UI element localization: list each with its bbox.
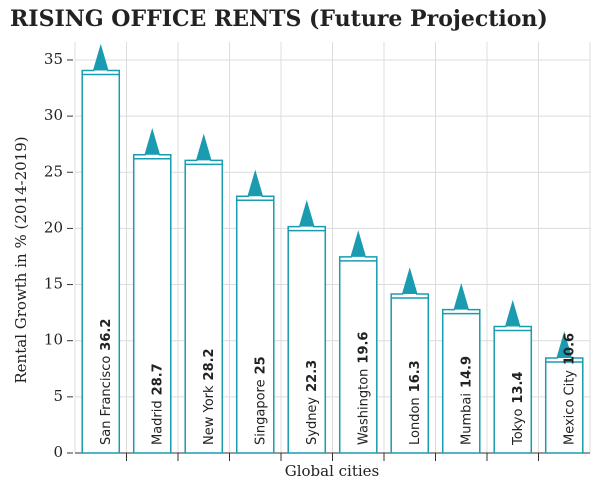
spire [299, 202, 314, 227]
bar-label: Sydney 22.3 [304, 360, 319, 445]
y-tick-label: 20 [44, 218, 63, 236]
bar-label: Mumbai 14.9 [459, 356, 474, 445]
category-label: Tokyo [510, 409, 525, 446]
value-label: 28.7 [150, 363, 165, 395]
category-label: Singapore [253, 379, 268, 445]
value-label: 19.6 [356, 332, 371, 364]
value-label: 10.6 [562, 333, 577, 365]
x-axis-label: Global cities [285, 462, 380, 480]
category-label: Mumbai [459, 393, 474, 445]
category-label: San Francisco [98, 356, 113, 445]
bar-label: Mexico City 10.6 [562, 333, 577, 445]
spire [196, 136, 211, 161]
bar-label: Washington 19.6 [356, 332, 371, 445]
value-label: 22.3 [304, 360, 319, 392]
bar-label: Singapore 25 [253, 356, 268, 445]
building-bar [81, 43, 121, 454]
bar-label: Tokyo 13.4 [510, 372, 525, 446]
spire [505, 302, 520, 327]
bar-label: New York 28.2 [201, 348, 216, 445]
value-label: 14.9 [459, 356, 474, 388]
y-tick-label: 5 [53, 387, 63, 405]
bar-label: Madrid 28.7 [150, 363, 165, 445]
spire [557, 333, 572, 358]
y-tick-label: 15 [44, 275, 63, 293]
bar-label: San Francisco 36.2 [98, 319, 113, 445]
value-label: 28.2 [201, 348, 216, 380]
value-label: 13.4 [510, 372, 525, 404]
chart-title: RISING OFFICE RENTS (Future Projection) [10, 6, 548, 32]
building-bar [235, 169, 275, 454]
y-tick-label: 25 [44, 162, 63, 180]
spire [402, 269, 417, 294]
building-bar [544, 331, 584, 454]
spire [93, 46, 108, 71]
building-bar [132, 128, 172, 454]
value-label: 25 [253, 356, 268, 374]
spire [248, 172, 263, 197]
y-axis-label: Rental Growth in % (2014-2019) [12, 136, 30, 383]
y-tick-label: 10 [44, 331, 63, 349]
category-label: Mexico City [562, 370, 577, 445]
y-tick-label: 0 [53, 443, 63, 461]
category-label: London [407, 397, 422, 445]
spire [351, 232, 366, 257]
value-label: 16.3 [407, 360, 422, 392]
spire [454, 285, 469, 310]
category-label: Washington [356, 369, 371, 445]
category-label: New York [201, 385, 216, 445]
building-bar [441, 283, 481, 454]
spire [145, 130, 160, 155]
bar-label: London 16.3 [407, 360, 422, 445]
value-label: 36.2 [98, 319, 113, 351]
category-label: Sydney [304, 397, 319, 445]
y-tick-label: 35 [44, 50, 63, 68]
y-tick-label: 30 [44, 106, 63, 124]
category-label: Madrid [150, 400, 165, 445]
